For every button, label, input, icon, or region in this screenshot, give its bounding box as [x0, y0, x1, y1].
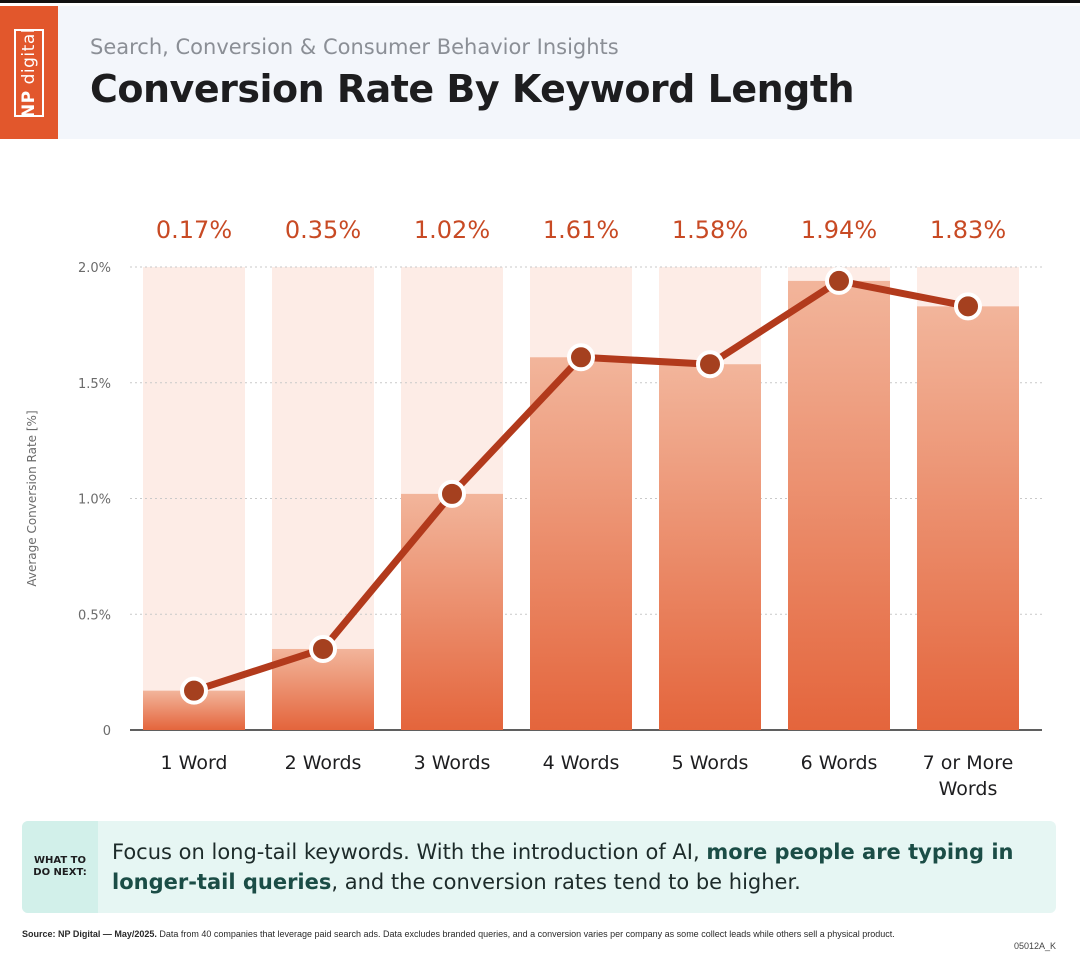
- np-digital-logo: NP digital: [0, 6, 58, 139]
- logo-outline: NP digital: [14, 28, 44, 118]
- callout-text: Focus on long-tail keywords. With the in…: [112, 837, 1032, 897]
- callout-tag: WHAT TO DO NEXT:: [22, 821, 98, 913]
- bar-background-column: [143, 267, 245, 730]
- y-tick-label: 2.0%: [78, 261, 111, 276]
- data-label: 1.83%: [930, 216, 1006, 244]
- bar: [917, 306, 1019, 730]
- what-to-do-next-callout: WHAT TO DO NEXT: Focus on long-tail keyw…: [22, 821, 1056, 913]
- conversion-rate-chart: 0 0.5% 1.0% 1.5% 2.0% Average Conversion Rate…: [25, 216, 1042, 800]
- line-marker: [567, 343, 595, 372]
- y-tick-label: 0: [103, 724, 111, 739]
- line-marker: [696, 350, 724, 379]
- x-tick-label: Words: [939, 778, 998, 800]
- bar: [659, 364, 761, 730]
- header-band: [0, 6, 1080, 139]
- x-tick-label: 2 Words: [285, 752, 362, 774]
- data-label: 0.17%: [156, 216, 232, 244]
- x-tick-label: 4 Words: [543, 752, 620, 774]
- source-text: Data from 40 companies that leverage pai…: [156, 929, 895, 939]
- callout-text-bold: more people are typing in longer-tail qu…: [112, 840, 1014, 894]
- source-note: Source: NP Digital — May/2025. Data from…: [22, 929, 982, 940]
- callout-text-end: , and the conversion rates tend to be hi…: [331, 870, 801, 894]
- data-label: 1.94%: [801, 216, 877, 244]
- page-subtitle: Search, Conversion & Consumer Behavior I…: [90, 35, 619, 59]
- bar: [788, 280, 890, 730]
- line-marker: [954, 292, 982, 321]
- callout-text-plain: Focus on long-tail keywords. With the in…: [112, 840, 707, 864]
- source-label: Source: NP Digital — May/2025.: [22, 929, 157, 939]
- x-tick-label: 7 or More: [923, 752, 1014, 774]
- data-label: 0.35%: [285, 216, 361, 244]
- x-tick-label: 5 Words: [672, 752, 749, 774]
- data-label: 1.61%: [543, 216, 619, 244]
- y-tick-label: 1.5%: [78, 377, 111, 392]
- line-marker: [180, 676, 208, 705]
- bar: [530, 357, 632, 730]
- line-marker: [309, 634, 337, 663]
- data-label: 1.02%: [414, 216, 490, 244]
- bar: [401, 493, 503, 730]
- callout-tag-label: WHAT TO DO NEXT:: [33, 855, 87, 878]
- x-tick-label: 3 Words: [414, 752, 491, 774]
- page-title: Conversion Rate By Keyword Length: [90, 67, 855, 111]
- logo-text: NP digital: [19, 28, 39, 118]
- y-tick-label: 0.5%: [78, 608, 111, 623]
- figure-code: 05012A_K: [1013, 941, 1056, 951]
- y-tick-label: 1.0%: [78, 493, 111, 508]
- x-tick-label: 1 Word: [161, 752, 228, 774]
- y-axis-label: Average Conversion Rate [%]: [25, 410, 39, 586]
- x-tick-label: 6 Words: [801, 752, 878, 774]
- line-marker: [825, 266, 853, 295]
- line-marker: [438, 479, 466, 508]
- data-label: 1.58%: [672, 216, 748, 244]
